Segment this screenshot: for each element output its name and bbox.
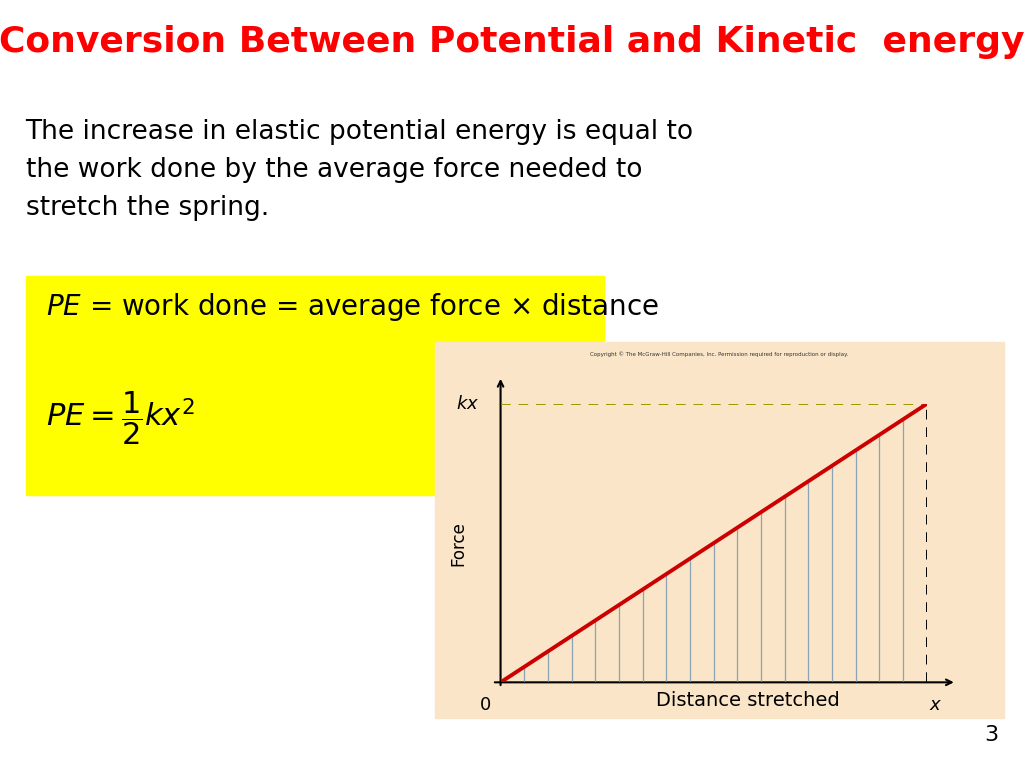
Text: $kx$: $kx$ <box>456 395 479 413</box>
Text: $PE$ = work done = average force $\times$ distance: $PE$ = work done = average force $\times… <box>46 291 659 323</box>
Text: Distance stretched: Distance stretched <box>656 691 840 710</box>
Bar <box>435 342 1004 718</box>
Text: $x$: $x$ <box>929 697 942 714</box>
Text: Conversion Between Potential and Kinetic  energy: Conversion Between Potential and Kinetic… <box>0 25 1024 59</box>
Text: 0: 0 <box>480 697 492 714</box>
Text: The increase in elastic potential energy is equal to
the work done by the averag: The increase in elastic potential energy… <box>26 119 693 221</box>
Text: $PE = \dfrac{1}{2}kx^2$: $PE = \dfrac{1}{2}kx^2$ <box>46 390 195 447</box>
Text: Force: Force <box>449 521 467 565</box>
Text: 3: 3 <box>984 725 998 745</box>
Bar <box>26 276 604 495</box>
Text: Copyright © The McGraw-Hill Companies, Inc. Permission required for reproduction: Copyright © The McGraw-Hill Companies, I… <box>590 351 849 356</box>
